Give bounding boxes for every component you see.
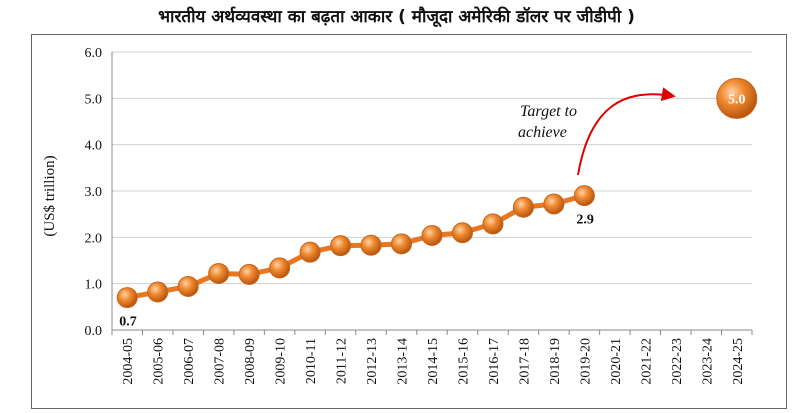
x-tick-label: 2014-15 [426,338,441,385]
y-tick-label: 5.0 [85,92,103,107]
y-tick-label: 3.0 [85,185,103,200]
x-tick-label: 2012-13 [365,338,380,385]
gridlines [112,51,752,285]
data-point-2005-06 [147,281,169,303]
y-axis: 0.0 1.0 2.0 3.0 4.0 5.0 6.0 [85,46,113,339]
x-tick-label: 2005-06 [152,338,167,385]
y-tick-label: 2.0 [85,231,103,246]
data-point-2011-12 [330,235,352,257]
x-tick-label: 2011-12 [335,338,350,384]
x-tick-label: 2015-16 [456,338,471,385]
x-tick-label: 2024-25 [731,338,746,385]
y-tick-label: 4.0 [85,139,103,154]
target-marker: 5.0 [716,77,758,119]
data-point-2010-11 [299,241,321,263]
y-tick-label: 0.0 [85,324,103,339]
x-axis: 2004-05 2005-06 2006-07 2007-08 2008-09 2009-… [111,329,753,385]
data-point-2014-15 [421,224,443,246]
data-point-2016-17 [482,213,504,235]
data-point-2009-10 [269,257,291,279]
data-label-2004-05: 0.7 [119,315,137,330]
y-axis-label: (US$ trillion) [42,155,58,236]
data-point-2017-18 [512,196,534,218]
x-tick-label: 2009-10 [274,338,289,385]
x-tick-label: 2021-22 [639,338,654,385]
x-tick-label: 2004-05 [121,338,136,385]
series-line [126,193,586,301]
data-label-2019-20: 2.9 [576,213,594,228]
x-tick-label: 2010-11 [304,338,319,384]
data-labels: 0.7 2.9 [119,213,594,330]
chart-title: भारतीय अर्थव्यवस्था का बढ़ता आकार ( मौजू… [158,7,635,27]
annotation-line-1: Target to [520,103,577,120]
data-point-2006-07 [177,275,199,297]
x-tick-label: 2019-20 [578,338,593,385]
data-point-2008-09 [238,263,260,285]
chart-frame [31,34,787,409]
x-tick-label: 2008-09 [243,338,258,385]
annotation-line-2: achieve [518,124,567,141]
data-point-2018-19 [543,193,565,215]
target-point [716,77,758,119]
series-line-path [126,193,586,301]
data-point-2013-14 [391,233,413,255]
y-tick-label: 6.0 [85,46,103,61]
data-point-2004-05 [116,287,138,309]
target-label: 5.0 [728,92,746,107]
series-markers [116,185,595,309]
x-tick-label: 2016-17 [487,338,502,385]
data-point-2007-08 [208,262,230,284]
target-arrow [577,87,676,176]
x-tick-label: 2017-18 [517,338,532,385]
data-point-2019-20 [573,185,595,207]
x-tick-label: 2023-24 [700,338,715,385]
data-point-2012-13 [360,234,382,256]
x-tick-label: 2013-14 [396,338,411,385]
x-tick-label: 2007-08 [213,338,228,385]
x-tick-label: 2018-19 [548,338,563,385]
data-point-2015-16 [451,222,473,244]
y-tick-label: 1.0 [85,278,103,293]
x-tick-label: 2006-07 [182,338,197,385]
x-tick-label: 2022-23 [670,338,685,385]
x-tick-label: 2020-21 [609,338,624,385]
